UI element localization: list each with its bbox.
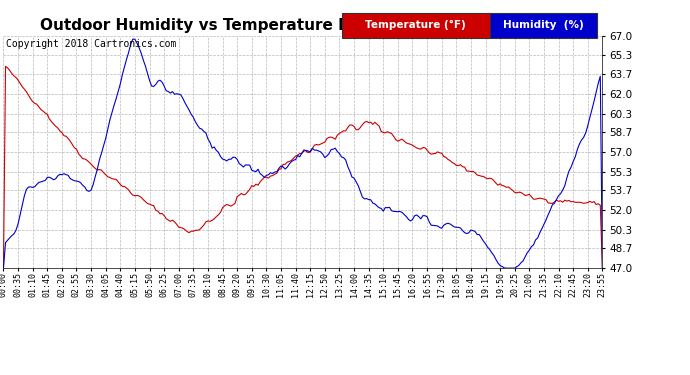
Text: Humidity  (%): Humidity (%)	[503, 20, 584, 30]
Text: Temperature (°F): Temperature (°F)	[365, 20, 466, 30]
Title: Outdoor Humidity vs Temperature Every 5 Minutes 20180517: Outdoor Humidity vs Temperature Every 5 …	[40, 18, 566, 33]
Text: Copyright 2018 Cartronics.com: Copyright 2018 Cartronics.com	[6, 39, 176, 50]
Bar	[490, 13, 597, 38]
Bar	[342, 13, 490, 38]
